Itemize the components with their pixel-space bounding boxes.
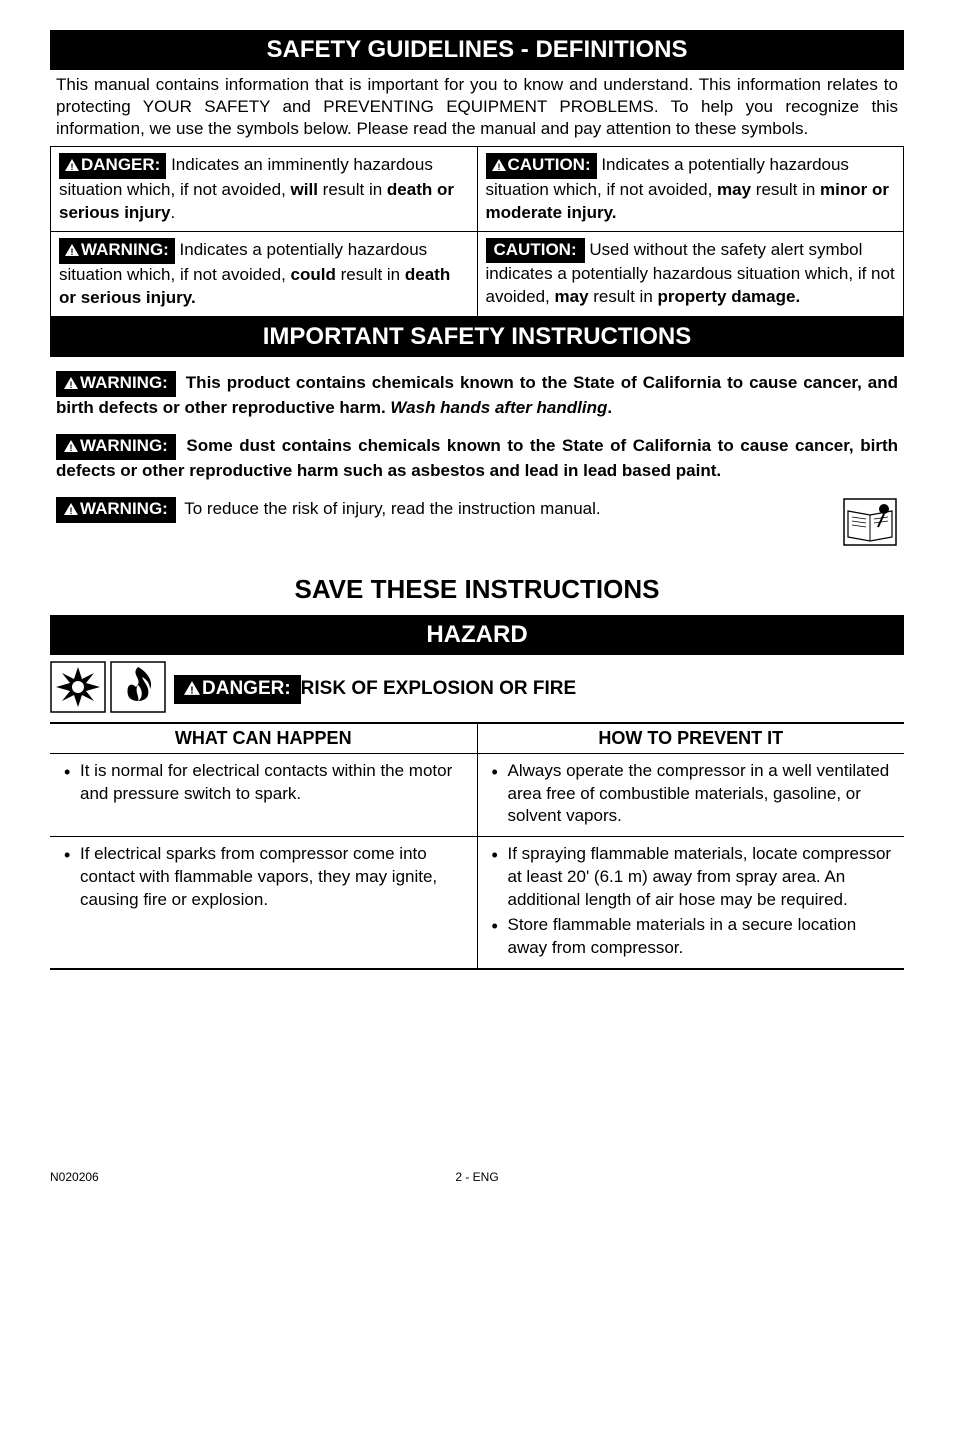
warning-triangle-icon: ! — [64, 436, 78, 459]
save-instructions-title: SAVE THESE INSTRUCTIONS — [50, 574, 904, 605]
intro-paragraph: This manual contains information that is… — [50, 70, 904, 146]
hazard-right-item: If spraying flammable materi­als, locate… — [488, 843, 895, 912]
risk-title: RISK OF EXPLOSION OR FIRE — [301, 678, 577, 700]
danger-badge: ! DANGER: — [174, 675, 301, 704]
danger-badge: ! DANGER: — [59, 153, 166, 179]
warning-badge: ! WARNING: — [56, 434, 176, 460]
hazard-table: WHAT CAN HAPPEN HOW TO PREVENT IT It is … — [50, 722, 904, 971]
page-footer: N020206 2 - ENG — [50, 1170, 904, 1184]
svg-text:!: ! — [71, 162, 74, 171]
hazard-col1-header: WHAT CAN HAPPEN — [50, 723, 477, 754]
warning-badge: ! WARNING: — [56, 371, 176, 397]
warning-chemicals-para: ! WARNING: This product contains chemica… — [56, 371, 898, 420]
hazard-header: HAZARD — [50, 615, 904, 655]
footer-left: N020206 — [50, 1170, 99, 1184]
caution-plain-badge: CAUTION: — [486, 238, 585, 263]
manual-icon — [842, 497, 898, 554]
table-row: If electrical sparks from compres­sor co… — [50, 837, 904, 969]
hazard-right-item: Always operate the compres­sor in a well… — [488, 760, 895, 829]
svg-text:!: ! — [71, 247, 74, 256]
hazard-left-item: If electrical sparks from compres­sor co… — [60, 843, 467, 912]
warning-triangle-icon: ! — [492, 155, 506, 178]
warning-triangle-icon: ! — [64, 373, 78, 396]
warning-triangle-icon: ! — [65, 240, 79, 263]
definitions-table: ! DANGER: Indicates an imminently hazard… — [50, 146, 904, 317]
hazard-left-item: It is normal for electrical con­tacts wi… — [60, 760, 467, 806]
svg-text:!: ! — [497, 162, 500, 171]
caution-badge: ! CAUTION: — [486, 153, 597, 179]
warning-badge: ! WARNING: — [56, 497, 176, 523]
warning-read-manual-para: ! WARNING: To reduce the risk of injury,… — [56, 497, 898, 554]
fire-icon — [110, 661, 166, 718]
safety-guidelines-header: SAFETY GUIDELINES - DEFINITIONS — [50, 30, 904, 70]
svg-text:!: ! — [70, 380, 73, 389]
svg-text:!: ! — [190, 685, 193, 694]
def-caution-plain-cell: CAUTION: Used without the safety alert s… — [477, 232, 904, 317]
warning-triangle-icon: ! — [184, 679, 200, 701]
def-warning-cell: ! WARNING: Indicates a potentially hazar… — [51, 232, 478, 317]
footer-page-number: 2 - ENG — [455, 1170, 498, 1184]
def-danger-cell: ! DANGER: Indicates an imminently hazard… — [51, 147, 478, 232]
hazard-right-item: Store flammable materi­als in a secure l… — [488, 914, 895, 960]
important-safety-header: IMPORTANT SAFETY INSTRUCTIONS — [50, 317, 904, 357]
warning-triangle-icon: ! — [65, 155, 79, 178]
warning-triangle-icon: ! — [64, 499, 78, 522]
hazard-col2-header: HOW TO PREVENT IT — [477, 723, 904, 754]
table-row: It is normal for electrical con­tacts wi… — [50, 753, 904, 837]
warning-badge: ! WARNING: — [59, 238, 175, 264]
svg-text:!: ! — [70, 443, 73, 452]
svg-text:!: ! — [70, 506, 73, 515]
explosion-icon — [50, 661, 106, 718]
risk-title-row: ! DANGER: RISK OF EXPLOSION OR FIRE — [50, 661, 904, 718]
warning-dust-para: ! WARNING: Some dust contains chemicals … — [56, 434, 898, 483]
def-caution-cell: ! CAUTION: Indicates a potentially hazar… — [477, 147, 904, 232]
